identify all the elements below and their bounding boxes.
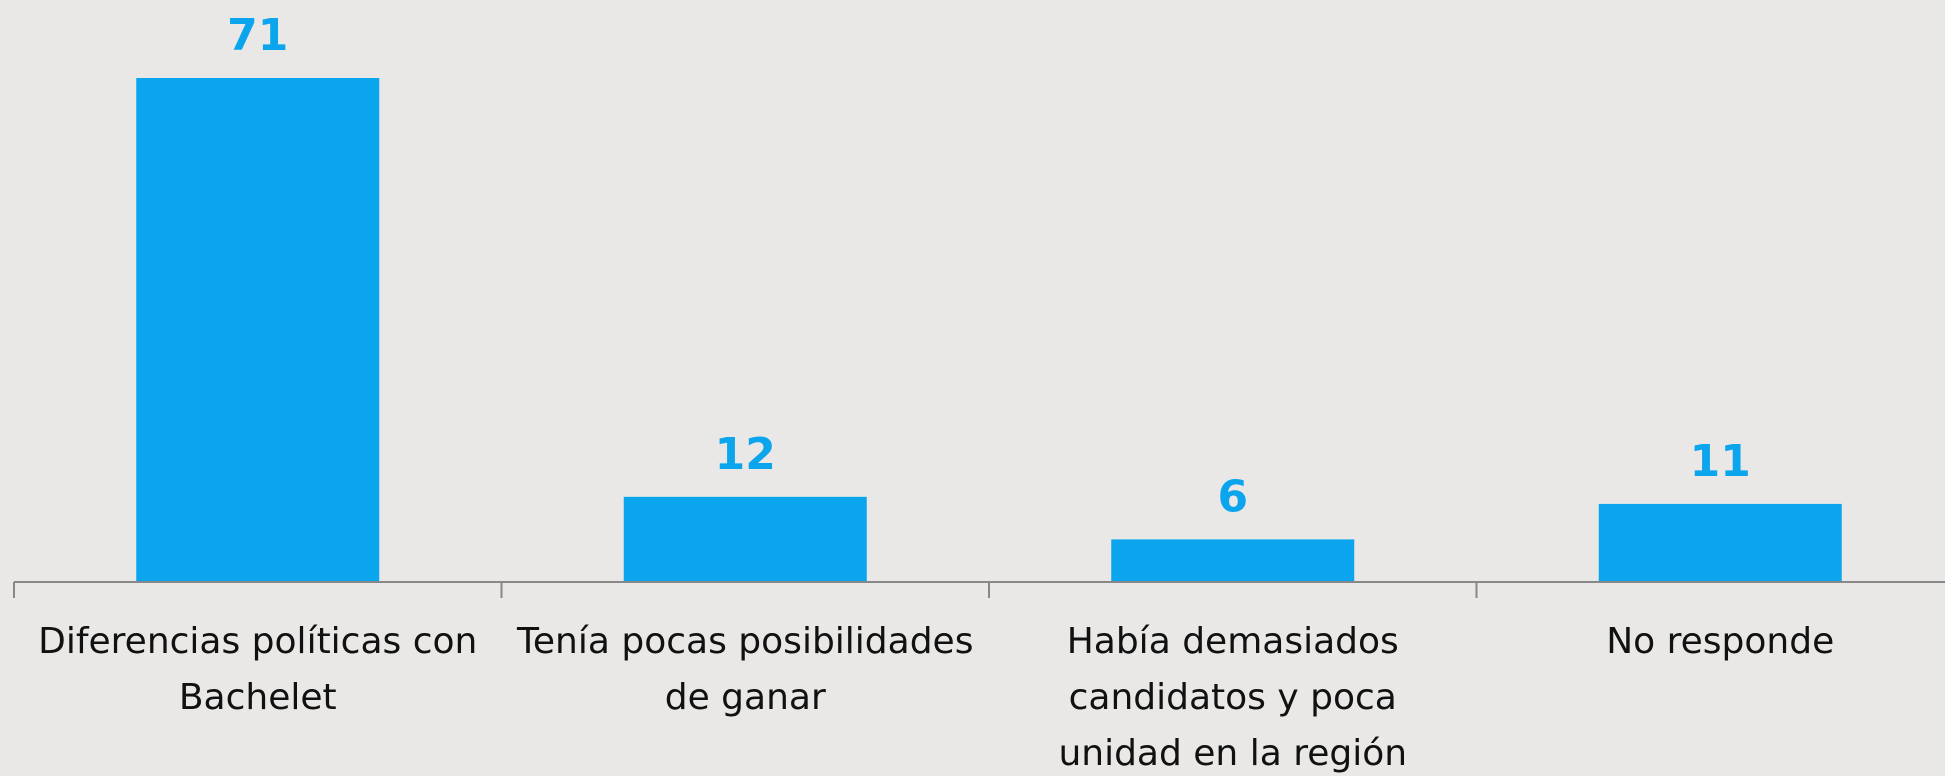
value-label: 12 (715, 429, 776, 480)
x-tick-label: Tenía pocas posibilidades de ganar (517, 621, 974, 718)
value-label: 11 (1690, 436, 1751, 487)
x-tick-label: Había demasiados candidatos y poca unida… (1058, 621, 1408, 774)
bar (1111, 539, 1355, 582)
value-label: 71 (227, 10, 288, 61)
x-tick-label: No responde (1606, 621, 1835, 662)
bar (623, 496, 867, 582)
x-tick-label: Diferencias políticas con Bachelet (38, 621, 478, 718)
value-label: 6 (1217, 471, 1248, 522)
bar (136, 78, 380, 582)
bar (1598, 503, 1842, 582)
